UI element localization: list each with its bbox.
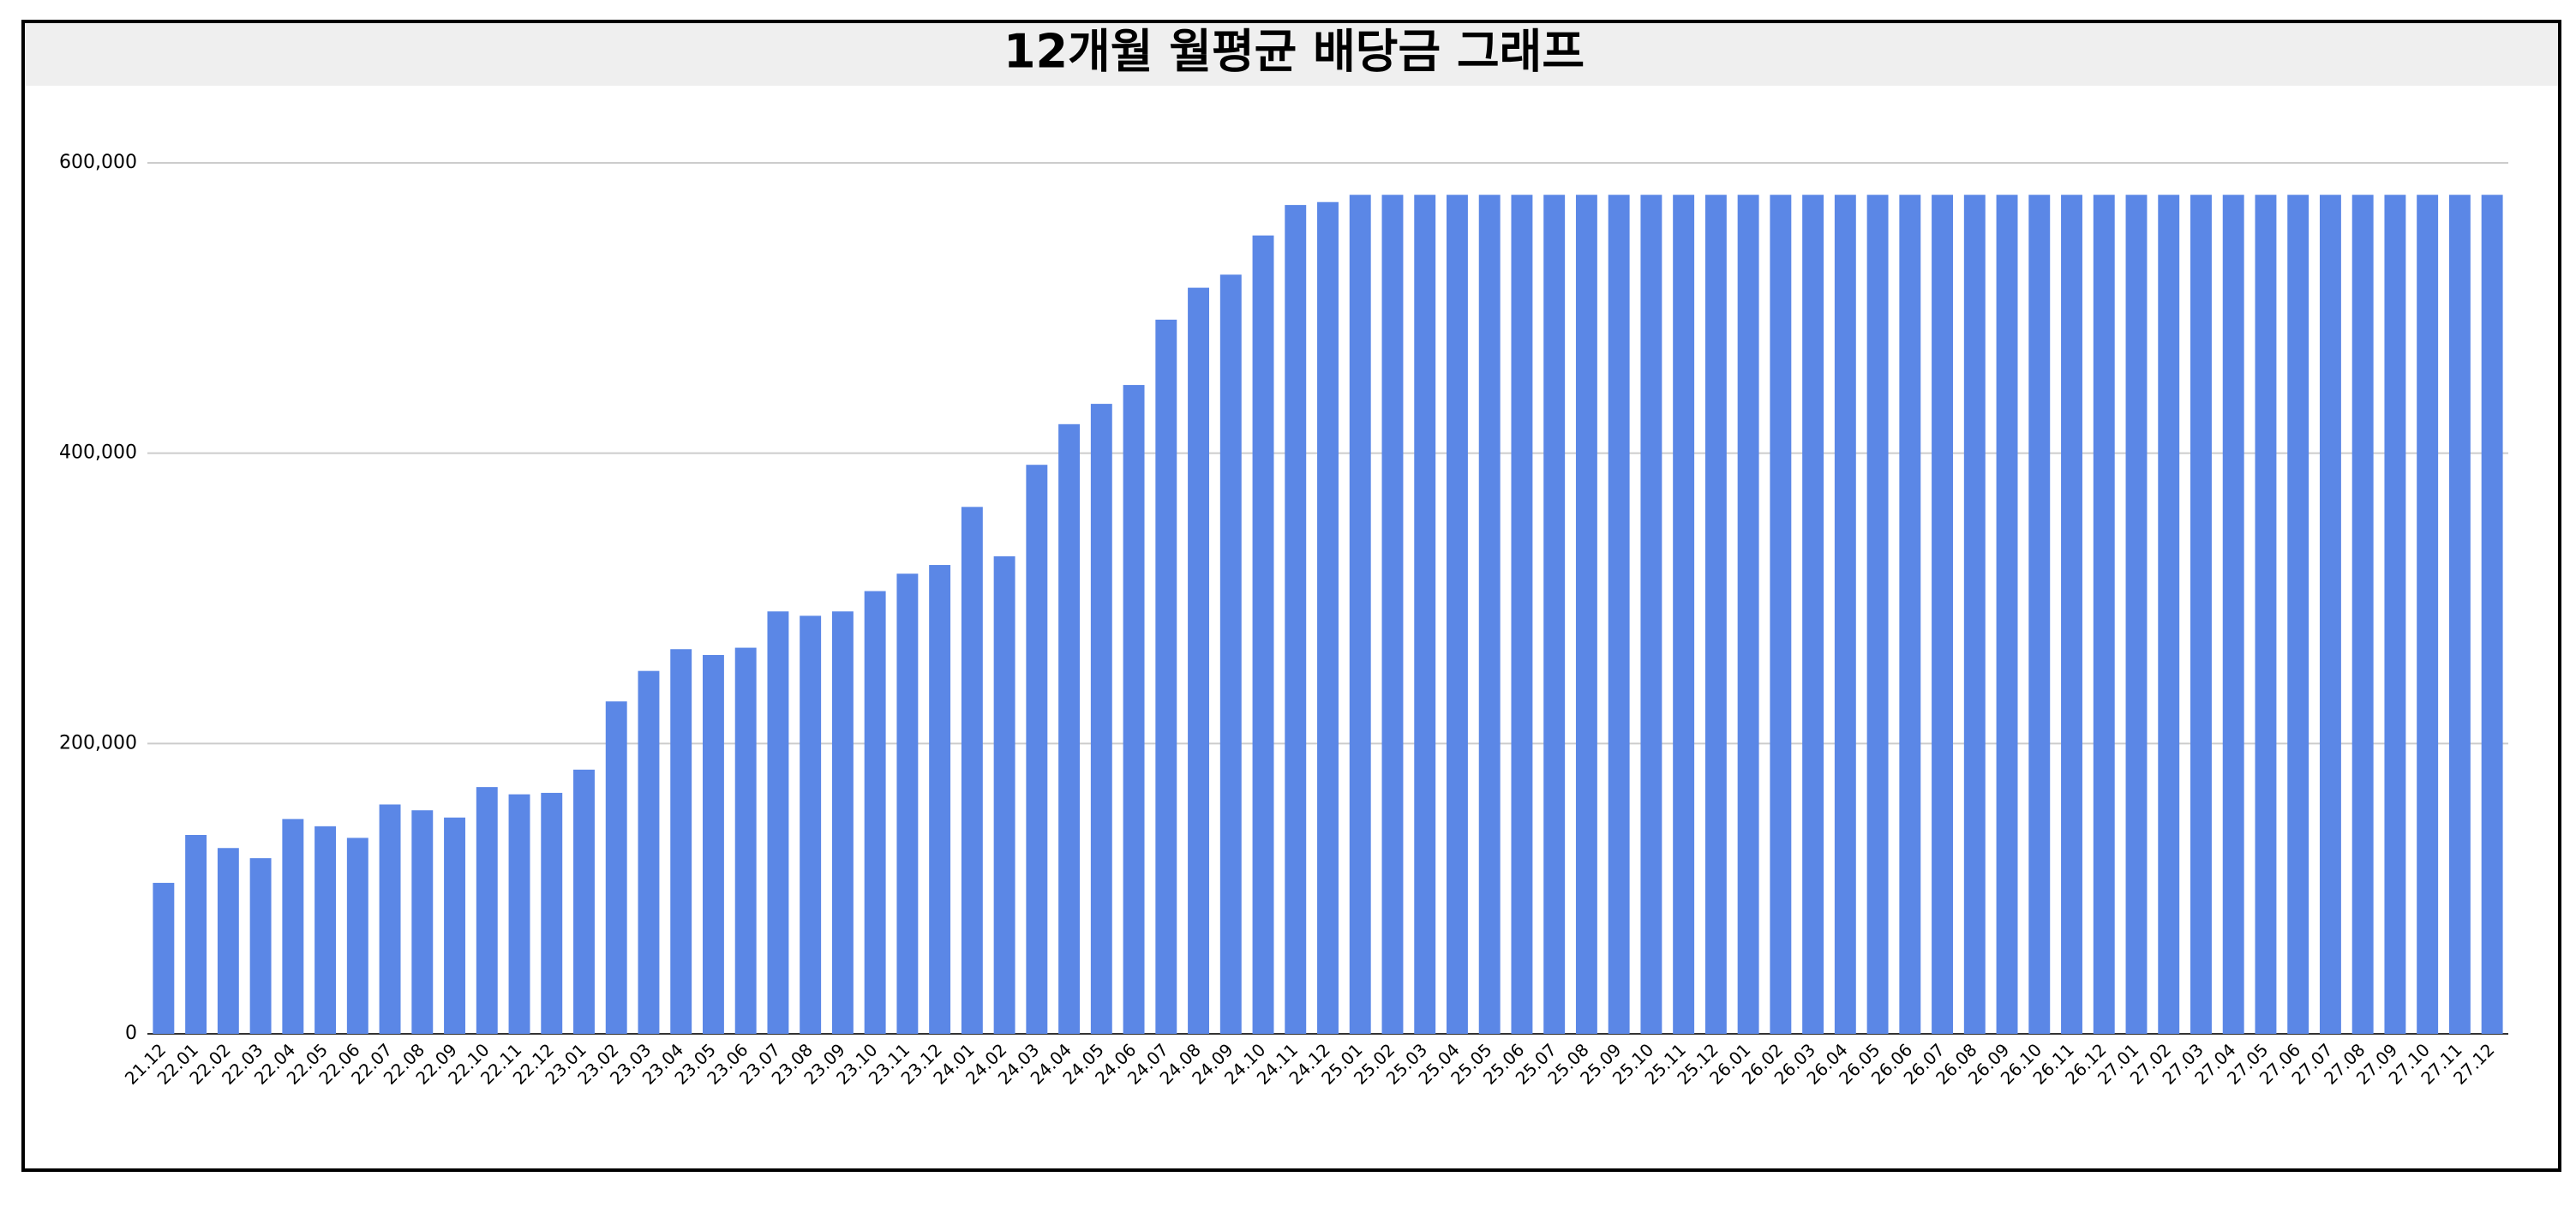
bar: [734, 647, 757, 1034]
bar: [2319, 195, 2341, 1035]
bar: [346, 838, 368, 1034]
bar: [670, 649, 692, 1034]
bar: [1090, 404, 1112, 1034]
bar: [605, 701, 627, 1034]
bar: [1188, 287, 1209, 1034]
title-band: [25, 23, 2558, 86]
bar: [1447, 195, 1468, 1035]
y-tick-label: 400,000: [59, 442, 137, 464]
bar: [1543, 195, 1566, 1035]
bar: [1478, 195, 1501, 1035]
bar: [1155, 319, 1177, 1034]
bar: [929, 565, 951, 1034]
bar: [1932, 195, 1954, 1035]
bar: [1285, 205, 1307, 1034]
bar: [2384, 195, 2406, 1035]
bar: [153, 882, 175, 1034]
bar: [1963, 195, 1986, 1035]
bar: [411, 810, 434, 1034]
bar: [1317, 201, 1339, 1035]
bar: [1414, 195, 1436, 1035]
bar: [896, 573, 919, 1034]
bar: [1866, 195, 1889, 1035]
bar: [185, 835, 207, 1034]
bar: [444, 817, 465, 1034]
bar: [249, 858, 272, 1034]
bar: [315, 826, 337, 1034]
bar: [1026, 465, 1048, 1034]
bar: [2351, 195, 2374, 1035]
bar: [1252, 235, 1274, 1035]
bar: [217, 848, 239, 1034]
bar: [2448, 195, 2471, 1035]
bar: [1608, 195, 1630, 1035]
bar: [1058, 423, 1081, 1034]
bar: [573, 769, 595, 1034]
y-tick-label: 600,000: [59, 152, 137, 173]
bar: [2222, 195, 2244, 1035]
bar: [1834, 195, 1856, 1035]
bar: [508, 794, 530, 1034]
bar: [1704, 195, 1727, 1035]
bar: [1511, 195, 1533, 1035]
bar: [767, 611, 789, 1034]
bar: [1770, 195, 1792, 1035]
bar: [1349, 195, 1371, 1035]
bar: [831, 611, 854, 1034]
bar: [993, 555, 1015, 1034]
chart-title: 12개월 월평균 배당금 그래프: [1003, 25, 1585, 79]
bar: [800, 616, 822, 1034]
bar: [2190, 195, 2212, 1035]
bar: [282, 819, 304, 1034]
bar: [2093, 195, 2115, 1035]
bar: [864, 591, 886, 1034]
bar: [1996, 195, 2018, 1035]
bar: [1737, 195, 1759, 1035]
bar: [2255, 195, 2277, 1035]
bar: [1381, 195, 1404, 1035]
bar: [2417, 195, 2439, 1035]
bar: [1899, 195, 1921, 1035]
bar: [2287, 195, 2309, 1035]
y-tick-label: 200,000: [59, 732, 137, 754]
bar: [379, 804, 401, 1034]
y-tick-label: 0: [125, 1023, 137, 1044]
bar: [638, 670, 660, 1034]
bar: [1673, 195, 1695, 1035]
bar: [1802, 195, 1824, 1035]
bar: [1575, 195, 1597, 1035]
bar: [702, 655, 724, 1034]
bar: [2481, 195, 2503, 1035]
bar: [2158, 195, 2180, 1035]
bar: [1640, 195, 1662, 1035]
bar: [1123, 385, 1145, 1035]
bar: [2028, 195, 2051, 1035]
bar: [2061, 195, 2082, 1035]
bar: [1219, 274, 1242, 1034]
bar: [541, 792, 563, 1034]
bar: [476, 787, 498, 1034]
bar: [961, 507, 983, 1034]
bar: [2125, 195, 2148, 1035]
